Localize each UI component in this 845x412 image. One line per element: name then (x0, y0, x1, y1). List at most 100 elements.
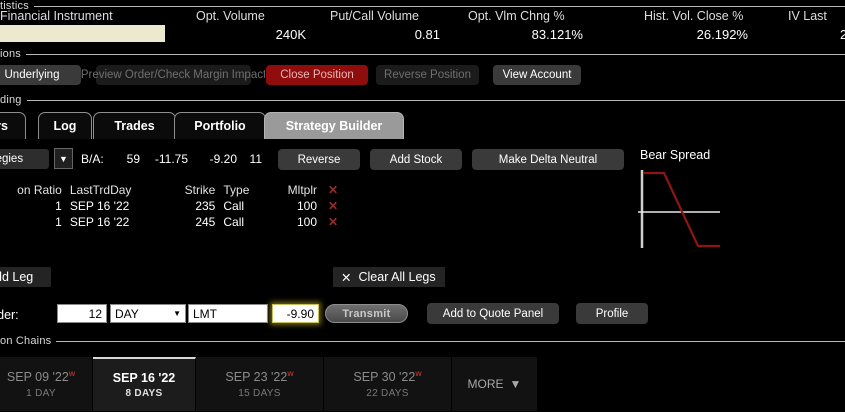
stat-col-financial-instrument: Financial Instrument (0, 8, 230, 46)
actions-section-header: ions (0, 48, 845, 60)
stat-col-iv-last: IV Last 2 (788, 8, 845, 46)
stat-header: Put/Call Volume (330, 9, 419, 23)
bid-ask-value-2: -9.20 (209, 152, 237, 166)
legs-table: on Ratio LastTrdDay Strike Type Mltplr ✕… (0, 182, 345, 230)
statistics-panel: tistics Financial Instrument Opt. Volume… (0, 0, 845, 46)
chevron-down-icon: ▼ (173, 309, 181, 318)
stat-header: Opt. Vlm Chng % (468, 9, 565, 23)
tab-portfolio[interactable]: Portfolio (174, 112, 266, 139)
leg-mltplr: 100 (296, 199, 318, 213)
add-leg-button[interactable]: dd Leg (0, 267, 51, 287)
stat-header: Hist. Vol. Close % (644, 9, 744, 23)
statistics-grid: Financial Instrument Opt. Volume 240K Pu… (0, 8, 845, 46)
expiry-date: SEP 16 '22 (112, 371, 176, 385)
close-position-button[interactable]: Close Position (265, 64, 369, 86)
legs-col-lasttrdday: LastTrdDay (69, 183, 132, 197)
expiry-days: 8 DAYS (125, 388, 163, 399)
legs-col-strike: Strike (184, 183, 216, 197)
expiry-days: 1 DAY (26, 387, 56, 399)
tab-log[interactable]: Log (38, 112, 92, 139)
stat-col-put-call-volume: Put/Call Volume 0.81 (330, 8, 440, 46)
make-delta-neutral-button[interactable]: Make Delta Neutral (471, 148, 625, 171)
underlying-button[interactable]: Underlying (0, 64, 82, 86)
clear-all-legs-label: Clear All Legs (358, 270, 436, 284)
expiry-days: 22 DAYS (366, 387, 409, 399)
section-divider-line (25, 53, 845, 55)
time-in-force-value: DAY (115, 306, 139, 321)
payoff-chart-svg (638, 170, 720, 248)
leg-delete-icon[interactable]: ✕ (327, 215, 339, 229)
preview-order-button[interactable]: Preview Order/Check Margin Impact (81, 64, 266, 86)
option-chains-panel: on Chains SEP 09 '22w 1 DAY SEP 16 '22 8… (0, 335, 845, 412)
profile-button[interactable]: Profile (575, 302, 649, 325)
quantity-input[interactable]: 12 (57, 304, 107, 323)
bid-ask-label: B/A: (81, 152, 104, 166)
bid-ask-value-3: 11 (249, 152, 262, 166)
reverse-position-button[interactable]: Reverse Position (375, 64, 480, 86)
reverse-button[interactable]: Reverse (277, 148, 361, 171)
leg-strike: 245 (195, 215, 216, 229)
order-type-input[interactable]: LMT (188, 304, 268, 323)
limit-price-input[interactable]: -9.90 (272, 304, 319, 323)
clear-all-legs-button[interactable]: ✕ Clear All Legs (333, 267, 445, 287)
weekly-marker-icon: w (415, 369, 422, 379)
trading-tabstrip: rs Log Trades Portfolio Strategy Builder (0, 112, 845, 139)
option-chains-section-header: on Chains (0, 335, 845, 347)
more-expiries-button[interactable]: MORE ▼ (452, 357, 537, 411)
financial-instrument-input[interactable] (0, 25, 165, 42)
add-stock-button[interactable]: Add Stock (369, 148, 463, 171)
expiry-tab-sep-09[interactable]: SEP 09 '22w 1 DAY (0, 357, 93, 411)
expiry-tab-sep-23[interactable]: SEP 23 '22w 15 DAYS (196, 357, 324, 411)
actions-panel: ions Underlying Preview Order/Check Marg… (0, 46, 845, 94)
leg-type: Call (223, 199, 245, 213)
legs-table-header-row: on Ratio LastTrdDay Strike Type Mltplr ✕ (0, 182, 345, 198)
strategies-chevron-down-icon[interactable]: ▼ (54, 148, 73, 169)
section-divider-line (56, 340, 845, 342)
legs-col-ratio: on Ratio (17, 183, 62, 197)
weekly-marker-icon: w (287, 369, 294, 379)
time-in-force-select[interactable]: DAY ▼ (110, 304, 186, 323)
expiry-tab-sep-16[interactable]: SEP 16 '22 8 DAYS (93, 357, 196, 411)
close-icon: ✕ (341, 270, 352, 285)
expiry-date: SEP 30 '22w (353, 369, 422, 385)
expiry-date: SEP 09 '22w (6, 369, 76, 385)
transmit-button[interactable]: Transmit (325, 304, 408, 323)
leg-ratio: 1 (55, 199, 62, 213)
tab-strategy-builder[interactable]: Strategy Builder (264, 112, 404, 139)
payoff-curve (643, 171, 720, 248)
weekly-marker-icon: w (68, 369, 76, 379)
chevron-down-icon: ▼ (509, 377, 522, 391)
payoff-chart: Bear Spread (638, 148, 838, 263)
statistics-section-label: tistics (0, 0, 29, 12)
legs-col-delete-icon: ✕ (327, 183, 339, 197)
legs-col-type: Type (223, 183, 250, 197)
bid-ask-value-0: 59 (126, 152, 140, 166)
trading-panel: ding rs Log Trades Portfolio Strategy Bu… (0, 94, 845, 140)
option-chains-section-label: on Chains (0, 335, 52, 347)
more-label: MORE (467, 377, 504, 391)
statistics-section-header: tistics (0, 0, 845, 12)
stat-value: 83.121% (531, 27, 583, 42)
stat-header: Opt. Volume (196, 9, 265, 23)
stat-value: 240K (275, 27, 306, 42)
tab-trades[interactable]: Trades (93, 112, 176, 139)
stat-value: 26.192% (696, 27, 748, 42)
tab-orders[interactable]: rs (0, 112, 26, 139)
trading-section-header: ding (0, 94, 845, 106)
table-row[interactable]: 1 SEP 16 '22 235 Call 100 ✕ (0, 198, 345, 214)
section-divider-line (33, 5, 845, 7)
table-row[interactable]: 1 SEP 16 '22 245 Call 100 ✕ (0, 214, 345, 230)
stat-col-hist-vol-close: Hist. Vol. Close % 26.192% (644, 8, 748, 46)
strategies-dropdown-button[interactable]: ategies (0, 148, 50, 170)
stat-col-opt-volume: Opt. Volume 240K (196, 8, 306, 46)
expiry-tab-sep-30[interactable]: SEP 30 '22w 22 DAYS (324, 357, 452, 411)
add-to-quote-panel-button[interactable]: Add to Quote Panel (426, 302, 560, 325)
leg-delete-icon[interactable]: ✕ (327, 199, 339, 213)
actions-section-label: ions (0, 48, 21, 60)
view-account-button[interactable]: View Account (492, 64, 582, 86)
order-label: order: (0, 308, 19, 322)
stat-col-opt-vlm-chng: Opt. Vlm Chng % 83.121% (468, 8, 583, 46)
stat-header: IV Last (788, 9, 827, 23)
payoff-chart-title: Bear Spread (640, 148, 711, 162)
leg-mltplr: 100 (296, 215, 318, 229)
